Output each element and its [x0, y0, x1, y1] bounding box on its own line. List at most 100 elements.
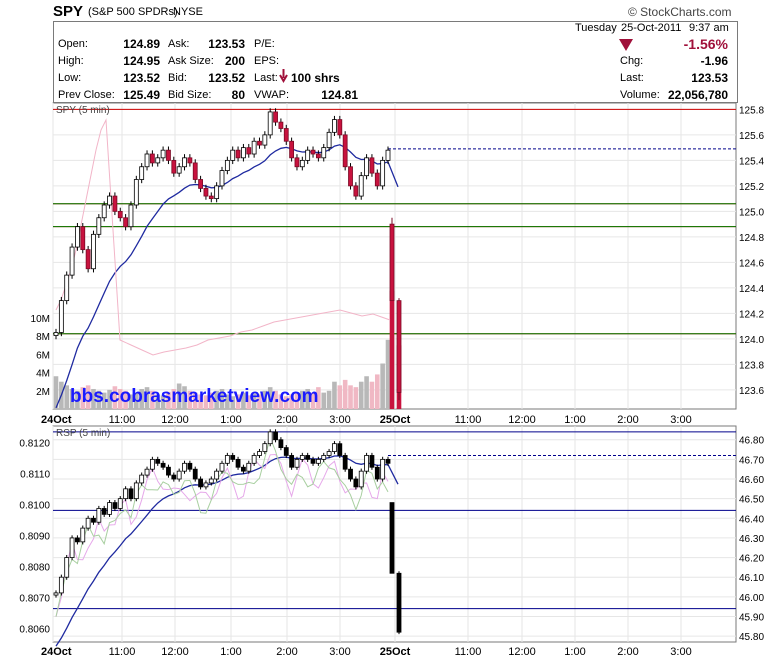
c2-candle-body	[203, 482, 209, 488]
c1-volume-bar	[246, 395, 252, 409]
eps-label: EPS:	[254, 55, 280, 67]
c2-candle-body	[107, 502, 112, 515]
c2-x-tick-label: 24Oct	[41, 646, 72, 658]
c1-volume-bar	[91, 388, 96, 409]
c1-moving-average-line	[55, 144, 399, 409]
brand-logo[interactable]: © StockCharts.com	[628, 5, 732, 19]
c1-candle-body	[128, 204, 134, 228]
c1-volume-bar	[364, 376, 369, 409]
ask-label: Ask:	[168, 38, 190, 50]
c1-volume-bar	[273, 390, 278, 409]
c1-candle-body	[208, 195, 214, 200]
c1-volume-bar	[75, 390, 80, 409]
c1-candle-body	[144, 153, 150, 168]
c1-volume-bar	[257, 394, 262, 409]
c1-y-tick-label: 125.4	[739, 156, 764, 167]
c1-candle-body	[332, 119, 337, 133]
c1-volume-bar	[289, 394, 294, 409]
c1-volume-bar	[192, 392, 198, 409]
pe-label: P/E:	[254, 38, 275, 50]
c1-volume-bar	[214, 390, 219, 409]
c2-candle-body	[299, 455, 305, 460]
c1-candle-body	[289, 140, 295, 159]
c1-candle-body	[187, 157, 193, 164]
c2-candle-body	[326, 451, 332, 456]
c2-x-tick-label: 2:00	[617, 646, 638, 658]
c2-y-tick-label: 46.20	[739, 554, 764, 565]
c1-volume-bar	[107, 389, 112, 409]
c2-candle-body	[273, 431, 278, 441]
down-triangle-icon	[619, 39, 633, 51]
bid-size-label: Bid Size:	[168, 89, 212, 101]
watermark-text[interactable]: bbs.cobrasmarketview.com	[70, 386, 319, 407]
c2-candle-body	[198, 478, 203, 488]
c1-volume-bar	[69, 388, 75, 409]
c1-candle-body	[219, 170, 225, 187]
c1-volume-bar	[150, 390, 155, 409]
c2-candle-body	[69, 537, 75, 558]
c1-candle-body	[385, 149, 391, 161]
c1-x-tick-label: 12:00	[161, 414, 189, 426]
c2-candle-body	[155, 458, 161, 464]
c1-x-tick-label: 11:00	[109, 414, 136, 426]
c1-volume-bar	[278, 394, 284, 409]
c2-candle-body	[241, 466, 246, 472]
c1-candle-body	[155, 157, 161, 164]
c1-candle-body	[171, 159, 177, 174]
c1-candle-body	[380, 159, 386, 187]
c1-volume-bar	[134, 392, 139, 409]
c1-volume-bar	[251, 393, 257, 409]
c2-left-tick-label: 0.8080	[19, 563, 50, 574]
c1-candle-body	[112, 195, 118, 212]
c1-y-tick-label: 125.0	[739, 207, 764, 218]
c2-y-tick-label: 46.70	[739, 455, 764, 466]
c2-candle-body	[342, 455, 348, 470]
c1-candle-body	[374, 172, 380, 187]
c1-candle-body	[310, 149, 316, 155]
c1-x-tick-label: 3:00	[670, 414, 691, 426]
quote-day: Tuesday	[575, 22, 617, 34]
c2-candle-body	[139, 474, 145, 484]
c2-x-tick-label: 25Oct	[380, 646, 411, 658]
c1-x-tick-label: 2:00	[617, 414, 638, 426]
c1-volume-bar	[123, 390, 128, 409]
ask-value: 123.53	[208, 37, 245, 51]
c1-candle-body	[203, 188, 209, 197]
vwap-label: VWAP:	[254, 89, 290, 101]
c1-volume-bar	[166, 391, 171, 409]
c1-candle-body	[160, 149, 166, 159]
c1-candle-body	[182, 157, 187, 168]
c1-volume-tick-label: 10M	[31, 314, 50, 325]
c2-candle-body	[224, 455, 230, 464]
c1-x-tick-label: 1:00	[220, 414, 241, 426]
c2-x-tick-label: 12:00	[161, 646, 189, 658]
c2-y-tick-label: 46.60	[739, 475, 764, 486]
c1-candle-body	[96, 217, 102, 235]
c1-candle-body	[117, 210, 123, 219]
last-trade-label: Last:	[254, 72, 278, 84]
c2-candle-body	[262, 443, 268, 452]
c1-volume-bar	[305, 388, 310, 409]
c1-candle-body	[326, 131, 332, 149]
c1-volume-bar	[160, 395, 166, 409]
pct-change: -1.56%	[683, 36, 728, 52]
c1-candle-body	[58, 300, 64, 333]
quote-date: 25-Oct-2011	[621, 22, 682, 34]
c2-left-tick-label: 0.8110	[20, 470, 50, 481]
c2-left-tick-label: 0.8120	[19, 439, 50, 450]
c2-candle-body	[128, 488, 134, 500]
c1-candle-body	[353, 185, 359, 197]
c1-candle-body	[198, 179, 203, 189]
c2-overlay-pink-line	[55, 453, 389, 617]
ask-size-value: 200	[224, 54, 245, 68]
c2-candle-body	[187, 462, 193, 470]
quote-panel	[53, 21, 738, 103]
open-label: Open:	[58, 38, 88, 50]
c2-candle-body	[337, 443, 343, 456]
c1-candle-body	[251, 140, 257, 155]
c2-left-tick-label: 0.8100	[19, 501, 50, 512]
c1-candle-body	[176, 166, 182, 174]
chg-value: -1.96	[700, 54, 728, 68]
